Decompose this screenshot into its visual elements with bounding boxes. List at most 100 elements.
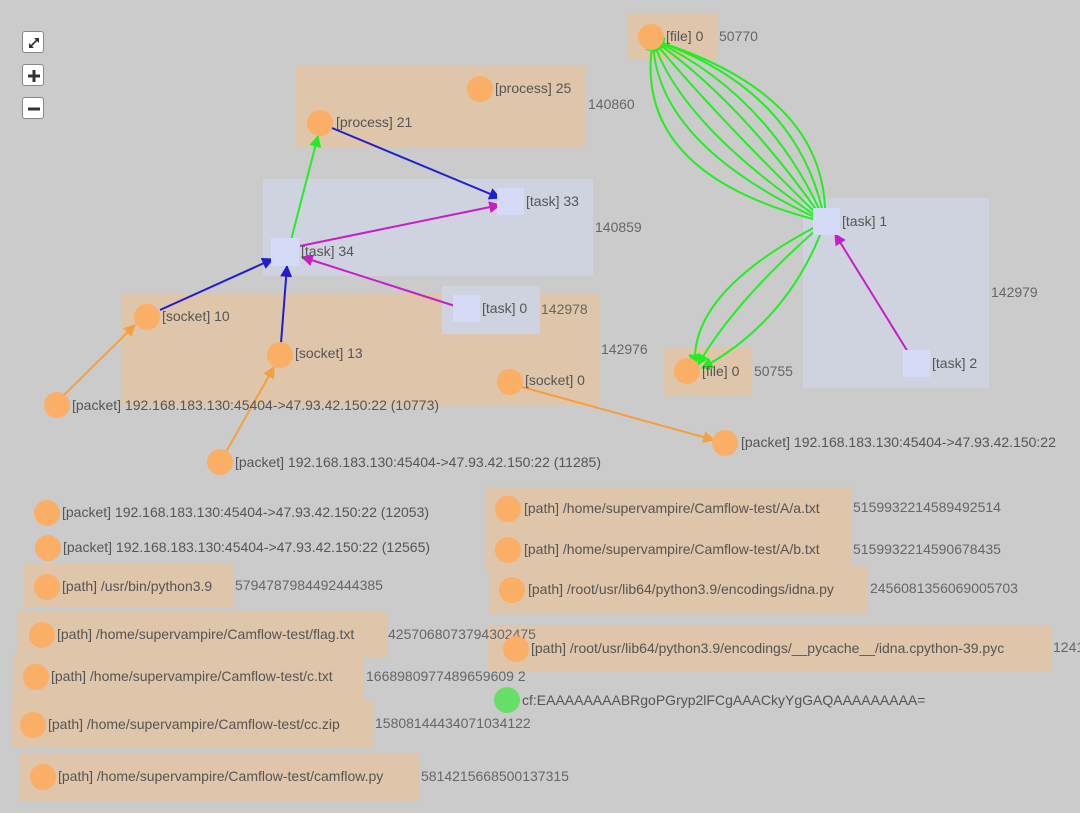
- group-label-142976: 142976: [601, 341, 648, 357]
- group-label-path-idna: 2456081356069005703: [870, 580, 1018, 596]
- zoom-out-button[interactable]: [22, 97, 44, 119]
- group-label-path-c: 1668980977489659609 2: [366, 668, 526, 684]
- node-packet-12565[interactable]: [35, 535, 61, 561]
- node-socket-13[interactable]: [267, 342, 293, 368]
- group-label-path-cc: 15808144434071034122: [375, 715, 531, 731]
- node-socket-0[interactable]: [497, 369, 523, 395]
- node-packet-12053[interactable]: [34, 500, 60, 526]
- node-path-flag[interactable]: [29, 622, 55, 648]
- node-path-python[interactable]: [34, 574, 60, 600]
- edge-task1-file0-top[interactable]: [651, 39, 826, 223]
- node-label-path-camflow: [path] /home/supervampire/Camflow-test/c…: [58, 768, 383, 784]
- edge-process21-task33[interactable]: [331, 127, 502, 200]
- group-box-path-idna[interactable]: [489, 566, 868, 613]
- node-path-a[interactable]: [495, 496, 521, 522]
- group-box-140860[interactable]: [296, 65, 586, 148]
- edge-task1-file0-low[interactable]: [700, 221, 826, 369]
- group-box-path-flag[interactable]: [18, 612, 388, 658]
- node-path-camflow[interactable]: [30, 764, 56, 790]
- group-label-50770: 50770: [719, 28, 758, 44]
- node-label-path-cc: [path] /home/supervampire/Camflow-test/c…: [48, 716, 340, 732]
- group-box-140859[interactable]: [263, 179, 593, 276]
- group-label-142979: 142979: [991, 284, 1038, 300]
- edge-socket0-packet-right[interactable]: [521, 386, 716, 443]
- node-packet-11285[interactable]: [207, 449, 233, 475]
- node-label-file-0-low: [file] 0: [702, 363, 740, 379]
- node-task-1[interactable]: [813, 208, 840, 235]
- group-box-path-a[interactable]: [486, 487, 851, 529]
- group-box-path-c[interactable]: [13, 654, 364, 700]
- node-label-file-0-top: [file] 0: [666, 28, 704, 44]
- edge-packet11285-socket13[interactable]: [225, 365, 275, 453]
- minus-icon: [28, 107, 40, 111]
- node-label-packet-12565: [packet] 192.168.183.130:45404->47.93.42…: [63, 539, 430, 555]
- nodes: [20, 24, 930, 790]
- edge-task2-task1[interactable]: [834, 232, 909, 353]
- edge-socket10-task34[interactable]: [159, 257, 275, 311]
- group-label-140859: 140859: [595, 219, 642, 235]
- group-label-140860: 140860: [588, 96, 635, 112]
- node-label-task-1: [task] 1: [842, 213, 887, 229]
- group-label-path-b: 5159932214590678435: [853, 541, 1001, 557]
- node-path-pycache[interactable]: [503, 636, 529, 662]
- node-process-21[interactable]: [307, 110, 333, 136]
- node-label-task-34: [task] 34: [301, 243, 354, 259]
- node-packet-right[interactable]: [712, 430, 738, 456]
- node-label-path-c: [path] /home/supervampire/Camflow-test/c…: [51, 668, 333, 684]
- group-label-path-flag: 4257068073794302475: [388, 626, 536, 642]
- plus-icon: [28, 70, 40, 82]
- edge-task1-file0-low[interactable]: [697, 221, 826, 367]
- node-label-path-idna: [path] /root/usr/lib64/python3.9/encodin…: [528, 581, 834, 597]
- edge-task1-file0-top[interactable]: [651, 37, 827, 223]
- edge-task1-file0-top[interactable]: [652, 39, 826, 223]
- node-task-34[interactable]: [271, 238, 299, 266]
- node-label-socket-10: [socket] 10: [162, 308, 230, 324]
- edge-task1-file0-top[interactable]: [651, 37, 826, 223]
- group-box-path-cc[interactable]: [11, 700, 373, 748]
- edge-task34-process21[interactable]: [290, 134, 322, 241]
- group-label-path-python: 5794787984492444385: [235, 577, 383, 593]
- node-path-idna[interactable]: [499, 577, 525, 603]
- node-labels: [file] 0 [process] 25 [process] 21 [task…: [48, 28, 1056, 784]
- group-label-path-pycache: 1241: [1053, 639, 1080, 655]
- group-box-path-pycache[interactable]: [488, 625, 1052, 672]
- node-file-0-low[interactable]: [674, 358, 700, 384]
- node-path-c[interactable]: [23, 664, 49, 690]
- node-label-task-0: [task] 0: [482, 300, 527, 316]
- node-label-packet-right: [packet] 192.168.183.130:45404->47.93.42…: [741, 434, 1056, 450]
- edge-task1-file0-top[interactable]: [645, 38, 826, 223]
- node-label-process-25: [process] 25: [495, 80, 571, 96]
- node-label-task-2: [task] 2: [932, 355, 977, 371]
- edge-task1-file0-top[interactable]: [652, 39, 826, 223]
- group-box-path-camflow[interactable]: [20, 754, 419, 801]
- node-label-path-python: [path] /usr/bin/python3.9: [62, 578, 212, 594]
- node-agent-cf[interactable]: [494, 687, 520, 713]
- node-process-25[interactable]: [467, 76, 493, 102]
- node-file-0-top[interactable]: [638, 24, 664, 50]
- edge-socket13-task34[interactable]: [280, 264, 293, 344]
- edge-task1-file0-low[interactable]: [688, 221, 826, 367]
- node-label-socket-13: [socket] 13: [295, 345, 363, 361]
- node-task-33[interactable]: [497, 188, 524, 215]
- node-label-socket-0: [socket] 0: [525, 372, 585, 388]
- edge-task1-file0-top[interactable]: [647, 38, 826, 223]
- node-path-b[interactable]: [495, 537, 521, 563]
- node-packet-10773[interactable]: [44, 392, 70, 418]
- node-path-cc[interactable]: [20, 712, 46, 738]
- edge-task0-task34[interactable]: [300, 254, 456, 307]
- edge-task1-file0-top[interactable]: [650, 38, 826, 223]
- edge-packet10773-socket10[interactable]: [63, 324, 136, 396]
- node-label-packet-10773: [packet] 192.168.183.130:45404->47.93.42…: [72, 397, 439, 413]
- node-socket-10[interactable]: [134, 304, 160, 330]
- node-label-packet-12053: [packet] 192.168.183.130:45404->47.93.42…: [62, 504, 429, 520]
- node-label-path-flag: [path] /home/supervampire/Camflow-test/f…: [57, 626, 354, 642]
- node-task-2[interactable]: [903, 350, 930, 377]
- group-box-path-b[interactable]: [486, 529, 851, 571]
- fit-view-button[interactable]: [22, 31, 44, 53]
- zoom-in-button[interactable]: [22, 64, 44, 86]
- node-task-0[interactable]: [453, 295, 480, 322]
- group-label-path-camflow: 5814215668500137315: [421, 768, 569, 784]
- edge-task34-task33[interactable]: [299, 201, 502, 247]
